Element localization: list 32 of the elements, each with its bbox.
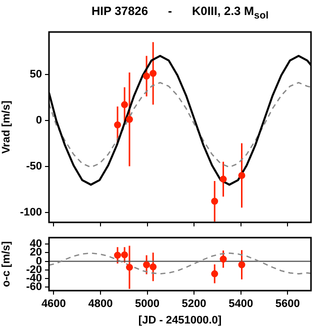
x-tick-label: 5400	[228, 298, 254, 310]
line-series	[49, 82, 311, 168]
y-tick-label: 50	[30, 68, 42, 80]
point	[238, 172, 246, 179]
point	[238, 261, 246, 268]
point	[121, 251, 128, 258]
point	[114, 121, 122, 128]
point	[126, 264, 133, 271]
point	[143, 72, 150, 80]
point	[211, 198, 218, 205]
point	[150, 70, 157, 77]
point	[114, 252, 122, 259]
x-tick-label: 5200	[182, 298, 206, 310]
x-tick-label: 4800	[88, 298, 113, 310]
point	[220, 176, 227, 183]
point	[220, 256, 227, 263]
y-tick-label: -100	[20, 206, 42, 218]
line-series	[49, 252, 311, 274]
point	[121, 101, 128, 108]
chart-title: HIP 37826 - K0III, 2.3 M$_{sol}$	[90, 3, 270, 22]
point	[126, 116, 133, 123]
y-tick-label: -50	[26, 160, 42, 172]
y-tick-label: 0	[36, 114, 42, 126]
point	[150, 263, 157, 270]
point	[143, 261, 150, 268]
y-axis-title: o-c [m/s]	[0, 240, 13, 288]
y-axis-title: Vrad [m/s]	[0, 100, 13, 154]
x-axis-title: [JD - 2451000.0]	[138, 314, 222, 326]
x-tick-label: 5600	[275, 298, 300, 310]
x-tick-label: 4600	[41, 298, 66, 310]
point	[211, 270, 218, 278]
x-tick-label: 5000	[135, 298, 160, 310]
